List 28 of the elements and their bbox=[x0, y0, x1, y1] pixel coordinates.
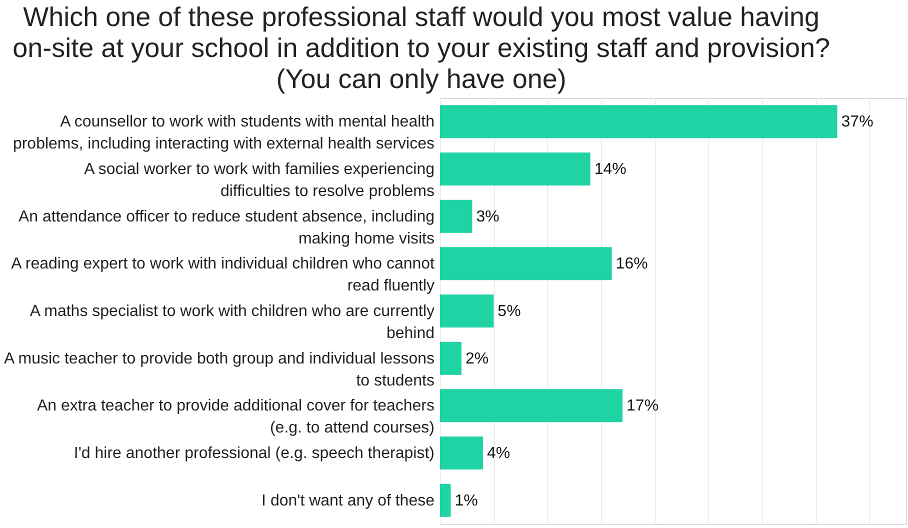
bar bbox=[440, 342, 462, 375]
data-label: 14% bbox=[594, 161, 626, 178]
data-label: 2% bbox=[465, 350, 489, 368]
data-label: 1% bbox=[454, 492, 478, 510]
y-tick-label: An extra teacher to provide additional cover for teachers (e.g. to attend courses) bbox=[36, 398, 434, 437]
y-tick-label: A maths specialist to work with children who are currently behind bbox=[30, 303, 434, 342]
data-label: 17% bbox=[626, 398, 659, 415]
y-tick-label: I don't want any of these bbox=[262, 492, 435, 510]
bar bbox=[440, 105, 838, 138]
y-tick-label: I'd hire another professional (e.g. speech therapist) bbox=[74, 445, 434, 462]
bar bbox=[440, 152, 590, 186]
bar bbox=[440, 247, 612, 280]
bar bbox=[440, 436, 483, 470]
data-label: 5% bbox=[498, 303, 521, 320]
bar bbox=[440, 200, 472, 233]
bar bbox=[440, 389, 623, 422]
y-tick-label: A reading expert to work with individual children who cannot read fluently bbox=[11, 256, 436, 295]
data-label: 3% bbox=[476, 208, 500, 226]
bar bbox=[440, 484, 451, 517]
data-label: 37% bbox=[841, 114, 874, 131]
bar bbox=[440, 294, 494, 328]
data-label: 4% bbox=[486, 445, 510, 462]
y-tick-label: An attendance officer to reduce student absence, including making home visits bbox=[18, 208, 434, 248]
y-tick-label: A counsellor to work with students with mental health problems, including interacting with external health services bbox=[12, 114, 434, 153]
data-label: 16% bbox=[616, 256, 648, 273]
y-tick-label: A music teacher to provide both group and individual lessons to students bbox=[4, 350, 434, 390]
chart-title: Which one of these professional staff would you most value having on-site at your school in addition to your existing staff and provision? (You can only have one) bbox=[12, 2, 830, 94]
y-tick-label: A social worker to work with families experiencing difficulties to resolve problems bbox=[84, 161, 434, 200]
